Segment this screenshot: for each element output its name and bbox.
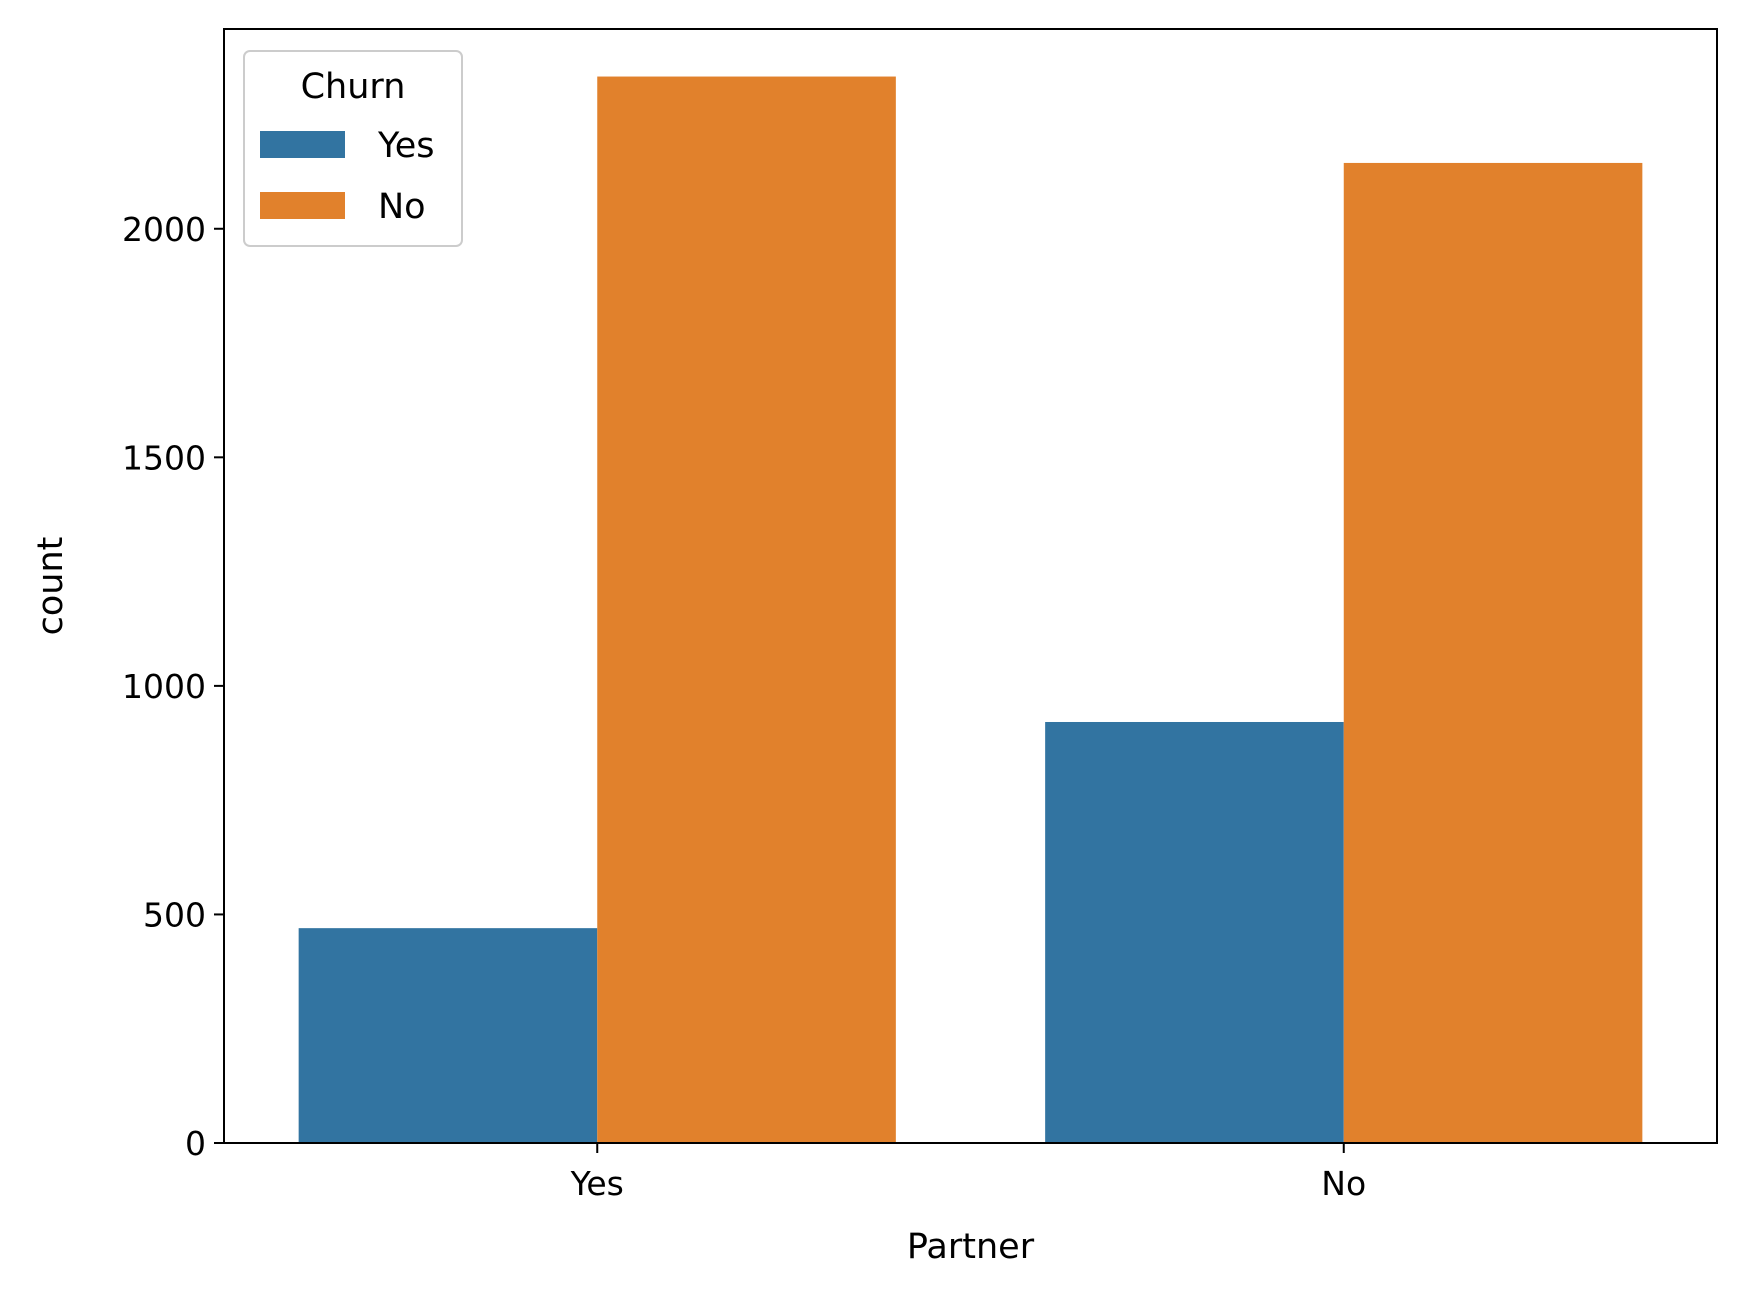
x-axis-label: Partner — [907, 1227, 1035, 1267]
y-axis-ticks: 0 500 1000 1500 2000 — [122, 210, 224, 1163]
y-tick-label: 2000 — [122, 210, 206, 249]
legend-swatch-yes — [260, 131, 345, 158]
legend: Churn Yes No — [243, 50, 463, 247]
legend-label-no: No — [378, 187, 426, 227]
bar-yes-no — [1045, 721, 1344, 1143]
bar-no-no — [1343, 162, 1643, 1144]
y-tick-label: 0 — [185, 1124, 206, 1163]
legend-items: Yes No — [260, 126, 435, 227]
y-axis-label: count — [31, 537, 71, 636]
x-tick-label: No — [1321, 1164, 1366, 1203]
y-tick-label: 1000 — [122, 667, 206, 706]
y-tick-label: 1500 — [122, 438, 206, 477]
plot-frame — [223, 28, 1718, 1144]
legend-title: Churn — [301, 67, 406, 107]
x-axis-ticks: Yes No — [570, 1143, 1366, 1203]
bars-group — [298, 76, 1643, 1144]
bar-no-yes — [597, 76, 896, 1144]
bar-yes-yes — [298, 928, 598, 1143]
y-tick-label: 500 — [143, 895, 206, 934]
legend-label-yes: Yes — [377, 126, 435, 166]
x-tick-label: Yes — [570, 1164, 624, 1203]
legend-swatch-no — [260, 192, 345, 219]
